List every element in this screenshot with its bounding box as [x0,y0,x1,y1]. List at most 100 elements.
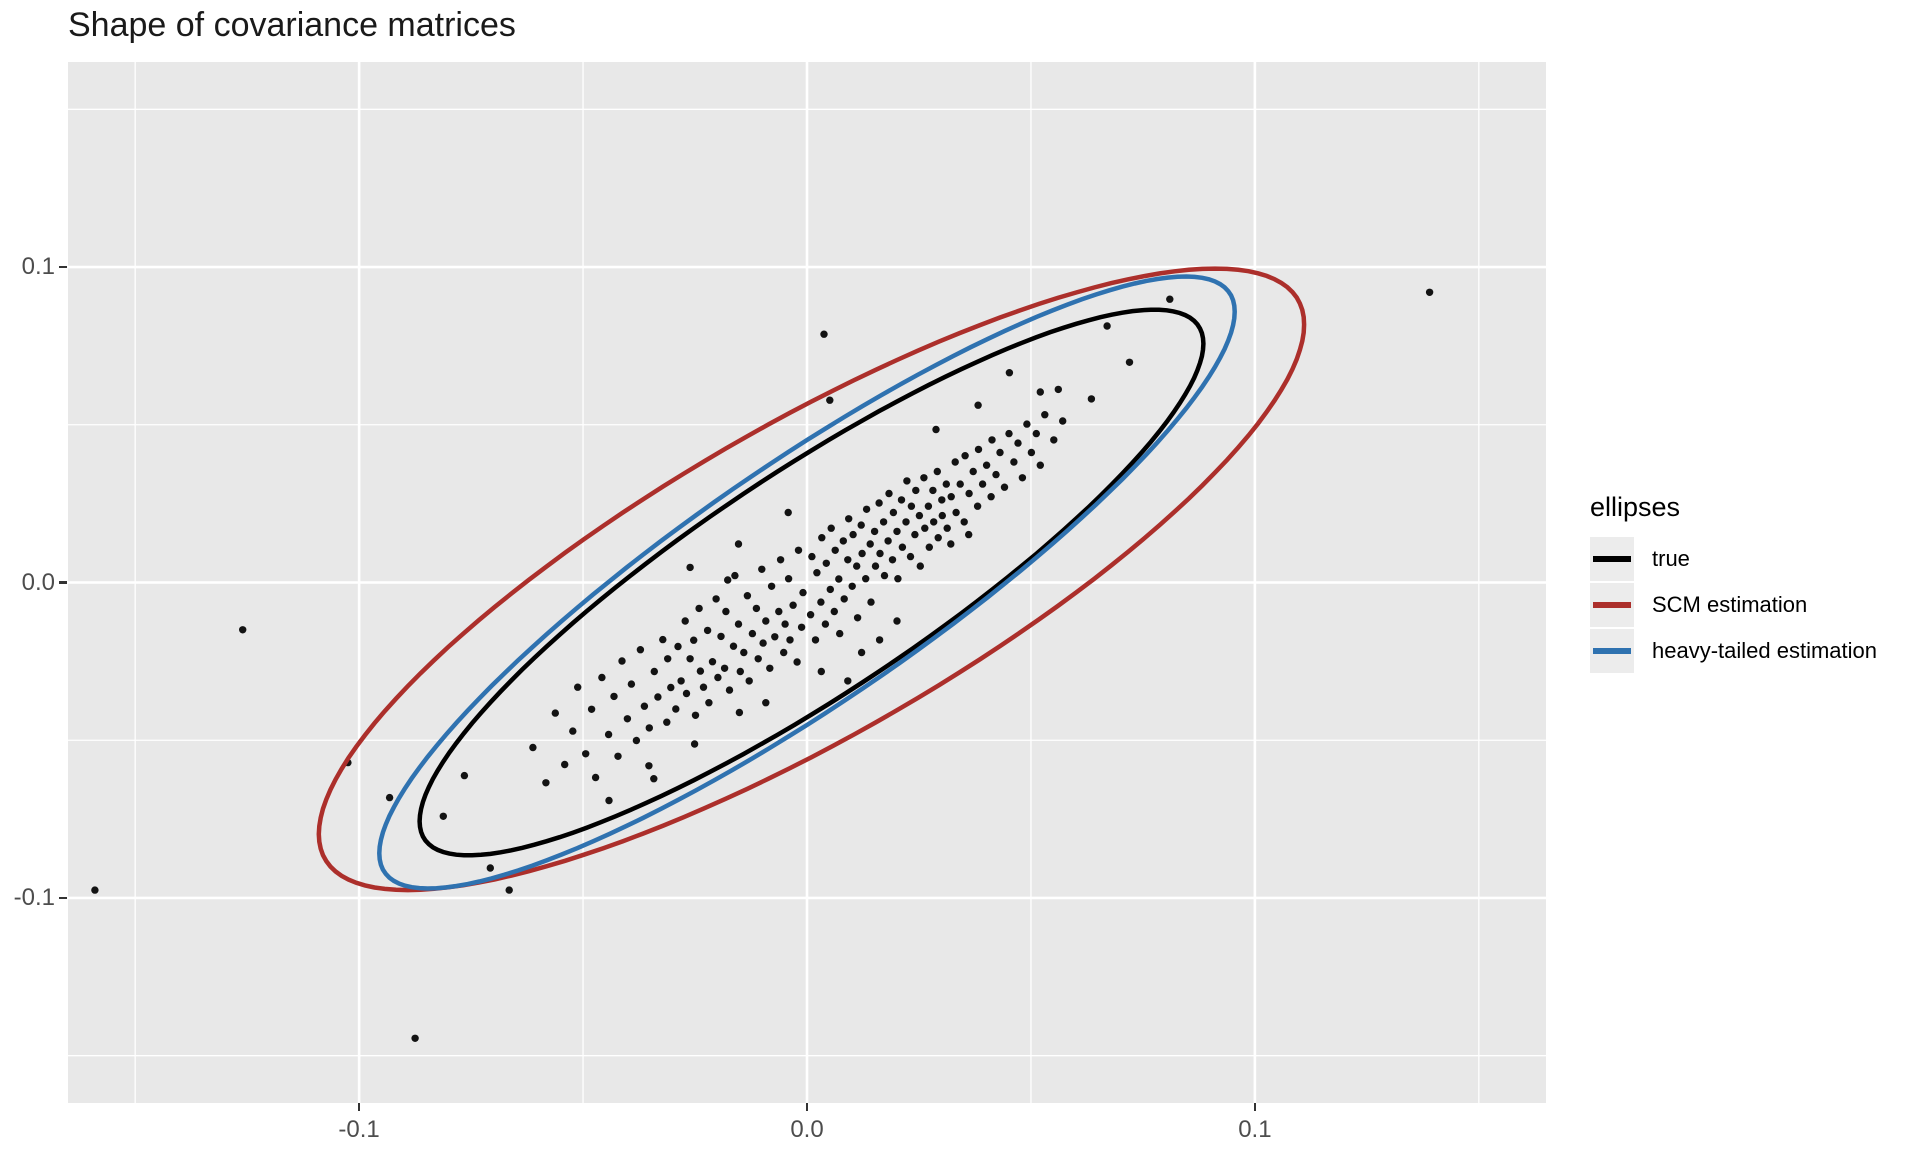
data-point [858,549,866,558]
data-point [870,527,879,536]
data-point [933,467,941,476]
data-point [743,592,752,600]
data-point [903,477,911,485]
data-point [1103,322,1111,330]
data-point [734,540,743,548]
data-point [789,601,797,609]
legend-key [1590,629,1634,673]
data-point [799,588,807,597]
data-point [902,518,910,526]
plot-title: Shape of covariance matrices [68,6,516,44]
line-swatch-black [1593,556,1631,562]
data-point [808,552,816,561]
data-point [813,569,821,577]
data-point [677,677,685,685]
data-point [866,540,874,548]
data-point [695,604,703,613]
data-point [932,425,940,434]
data-point [780,648,788,657]
data-point [806,611,815,619]
y-tick-mark [59,896,67,900]
data-point [598,673,606,682]
data-point [921,524,929,532]
data-point [893,617,901,625]
data-point [947,540,955,548]
data-point [385,793,394,802]
data-point [845,515,853,523]
data-point [717,632,725,641]
data-point [781,620,789,628]
data-point [640,702,649,710]
data-point [844,556,852,564]
data-point [849,530,857,539]
data-point [924,502,933,510]
data-point [853,614,862,622]
data-point [938,511,946,520]
data-point [659,635,667,644]
data-point [705,699,713,707]
data-point [965,489,973,498]
data-point [708,658,717,666]
legend: ellipses true SCM estimation heavy-taile… [1590,492,1877,675]
data-point [627,680,636,688]
data-point [551,709,559,717]
data-point [663,718,671,726]
data-point [587,705,596,713]
data-point [794,546,803,554]
data-point [712,595,720,603]
data-point [826,585,834,594]
legend-label: heavy-tailed estimation [1652,638,1878,663]
data-point [667,683,675,692]
data-point [1005,369,1014,377]
data-point [889,508,898,517]
data-point [875,636,884,644]
data-point [907,502,916,510]
data-point [925,543,933,551]
data-point [1036,461,1044,469]
data-point [853,562,861,570]
data-point [1014,439,1022,447]
x-tick-mark [805,1103,809,1111]
data-point [672,705,680,713]
data-point [784,508,792,517]
data-point [942,480,950,488]
data-point [793,658,801,666]
data-point [725,686,734,694]
data-point [885,489,893,498]
data-point [817,667,825,676]
data-point [875,499,883,507]
data-point [686,655,694,663]
data-point [839,537,847,545]
data-point [239,626,247,634]
data-point [871,562,880,570]
data-point [650,667,658,676]
data-point [771,633,779,641]
data-point [91,886,99,894]
data-point [930,518,938,526]
data-point [974,401,982,409]
data-point [827,524,835,532]
data-point [831,546,839,554]
data-point [610,692,618,701]
y-tick-label: 0.1 [21,253,55,281]
data-point [1166,295,1174,303]
ellipse-heavy-tailed-estimation [377,274,1237,891]
data-point [618,657,626,665]
data-point [830,607,838,616]
data-point [987,493,995,501]
data-point [947,493,955,501]
data-point [840,595,848,603]
data-point [561,760,569,769]
y-tick-label: 0.0 [21,568,55,596]
data-point [758,565,766,573]
data-point [674,642,682,651]
data-point [1054,385,1062,394]
data-point [822,559,830,567]
y-tick-label: -0.1 [13,883,55,911]
data-point [681,617,689,625]
data-point [574,683,582,691]
data-point [906,552,915,561]
x-tick-label: 0.0 [790,1116,824,1143]
data-point [664,655,672,663]
x-tick-label: -0.1 [338,1116,380,1143]
